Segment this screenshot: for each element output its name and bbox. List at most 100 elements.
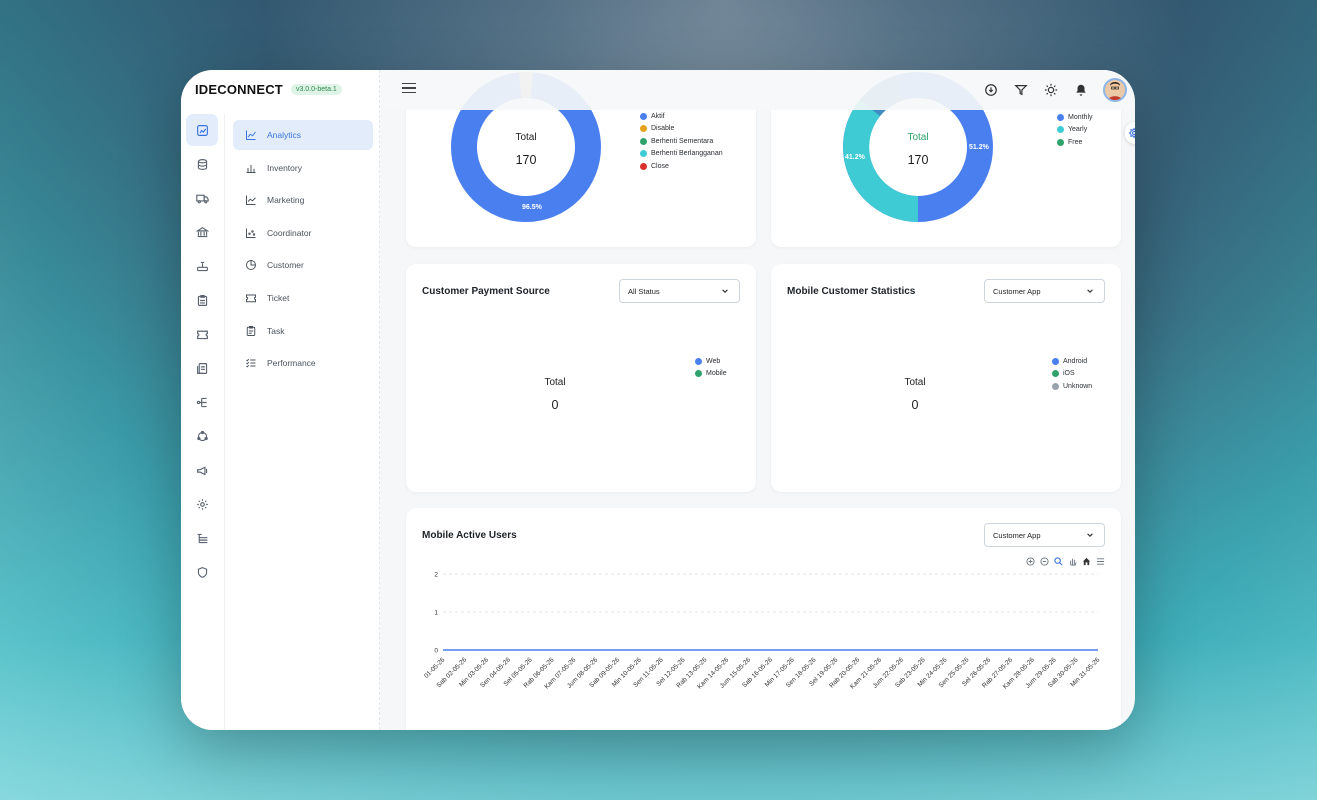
bell-icon[interactable]: [1073, 83, 1088, 98]
rail-megaphone-icon[interactable]: [186, 454, 218, 486]
menu-item-customer[interactable]: Customer: [233, 250, 373, 280]
total-label: Total: [544, 377, 566, 388]
rail-ticket-icon[interactable]: [186, 318, 218, 350]
download-icon[interactable]: [983, 83, 998, 98]
rail-hierarchy-icon[interactable]: [186, 386, 218, 418]
rail-truck-icon[interactable]: [186, 182, 218, 214]
topbar: [380, 70, 1135, 110]
rail-bank-icon[interactable]: [186, 216, 218, 248]
legend-item: Monthly: [1057, 111, 1093, 124]
icon-rail: [181, 114, 225, 730]
mobile-stats-card: Mobile Customer Statistics Customer App …: [771, 264, 1121, 492]
menu-item-label: Coordinator: [267, 227, 312, 238]
rail-clipboard-icon[interactable]: [186, 284, 218, 316]
menu-item-label: Ticket: [267, 292, 290, 303]
legend-item: Close: [640, 160, 723, 173]
app-window: IDECONNECT v3.0.0-beta.1: [181, 70, 1135, 730]
y-tick-label: 2: [434, 572, 438, 579]
payment-source-card: Customer Payment Source All Status Total…: [406, 264, 756, 492]
app-select[interactable]: Customer App: [984, 279, 1105, 303]
pan-hand-icon[interactable]: [1067, 556, 1077, 566]
rail-network-icon[interactable]: [186, 420, 218, 452]
card-title: Mobile Active Users: [422, 530, 517, 541]
menu-item-label: Task: [267, 325, 285, 336]
mobile-legend: Android iOS Unknown: [1052, 355, 1092, 393]
chevron-down-icon: [1087, 289, 1093, 293]
menu-item-label: Marketing: [267, 195, 305, 206]
version-badge: v3.0.0-beta.1: [290, 84, 342, 95]
hamburger-menu-icon[interactable]: [402, 83, 416, 95]
select-value: Customer App: [993, 530, 1041, 540]
chevron-down-icon: [1087, 533, 1093, 537]
slice-percent-label: 51.2%: [969, 144, 989, 151]
menu-item-task[interactable]: Task: [233, 316, 373, 346]
select-value: All Status: [628, 286, 660, 296]
card-title: Mobile Customer Statistics: [787, 286, 916, 297]
slice-percent-label: 41.2%: [845, 154, 865, 161]
rail-document-icon[interactable]: [186, 352, 218, 384]
rail-database-icon[interactable]: [186, 148, 218, 180]
avatar[interactable]: [1103, 78, 1127, 102]
legend-item: Aktif: [640, 110, 723, 123]
analytics-icon: [246, 130, 256, 140]
chevron-down-icon: [722, 289, 728, 293]
menu-item-label: Customer: [267, 260, 304, 271]
rail-analytics-icon[interactable]: [186, 114, 218, 146]
home-reset-icon[interactable]: [1081, 556, 1091, 566]
brand: IDECONNECT v3.0.0-beta.1: [195, 82, 342, 97]
active-users-card: Mobile Active Users Customer App 2 1 0 01-0…: [406, 508, 1121, 730]
coordinator-icon: [246, 228, 256, 238]
total-value: 170: [515, 153, 537, 167]
menu-item-inventory[interactable]: Inventory: [233, 153, 373, 183]
menu-item-marketing[interactable]: Marketing: [233, 185, 373, 215]
total-label: Total: [907, 132, 929, 143]
plan-legend: Monthly Yearly Free: [1057, 111, 1093, 149]
marketing-icon: [246, 195, 256, 206]
legend-item: Android: [1052, 355, 1092, 368]
rail-list-tree-icon[interactable]: [186, 522, 218, 554]
menu-item-coordinator[interactable]: Coordinator: [233, 218, 373, 248]
menu-item-label: Inventory: [267, 162, 302, 173]
menu-item-ticket[interactable]: Ticket: [233, 283, 373, 313]
selection-zoom-icon[interactable]: [1053, 556, 1063, 566]
card-title: Customer Payment Source: [422, 286, 550, 297]
total-value: 0: [911, 398, 919, 412]
task-icon: [246, 325, 256, 336]
rail-router-icon[interactable]: [186, 250, 218, 282]
menu-item-analytics[interactable]: Analytics: [233, 120, 373, 150]
app-select[interactable]: Customer App: [984, 523, 1105, 547]
topbar-actions: [983, 78, 1127, 102]
inventory-icon: [246, 164, 256, 173]
filter-icon[interactable]: [1013, 83, 1028, 98]
legend-item: Mobile: [695, 368, 727, 381]
legend-item: Unknown: [1052, 380, 1092, 393]
legend-item: Disable: [640, 123, 723, 136]
zoom-in-icon[interactable]: [1025, 556, 1035, 566]
donut-slice-yearly: [843, 99, 919, 222]
chart-menu-icon[interactable]: [1095, 556, 1105, 566]
menu-item-performance[interactable]: Performance: [233, 348, 373, 378]
legend-item: Berhenti Berlangganan: [640, 148, 723, 161]
legend-item: iOS: [1052, 368, 1092, 381]
rail-shield-icon[interactable]: [186, 556, 218, 588]
total-value: 170: [907, 153, 929, 167]
legend-item: Berhenti Sementara: [640, 135, 723, 148]
zoom-out-icon[interactable]: [1039, 556, 1049, 566]
select-value: Customer App: [993, 286, 1041, 296]
y-tick-label: 0: [434, 648, 438, 655]
legend-item: Web: [695, 355, 727, 368]
settings-drawer-tab[interactable]: [1125, 122, 1135, 144]
sun-icon[interactable]: [1043, 83, 1058, 98]
slice-percent-label: 96.5%: [522, 204, 542, 211]
ticket-icon: [246, 294, 256, 303]
customer-icon: [246, 260, 256, 271]
analytics-submenu: Analytics Inventory Marketing Coordinato…: [233, 120, 373, 381]
total-label: Total: [904, 377, 926, 388]
menu-item-label: Analytics: [267, 130, 302, 140]
menu-item-label: Performance: [267, 358, 316, 369]
status-select[interactable]: All Status: [619, 279, 740, 303]
rail-settings-icon[interactable]: [186, 488, 218, 520]
chart-toolbar: [1025, 556, 1105, 566]
payment-legend: Web Mobile: [695, 355, 727, 380]
